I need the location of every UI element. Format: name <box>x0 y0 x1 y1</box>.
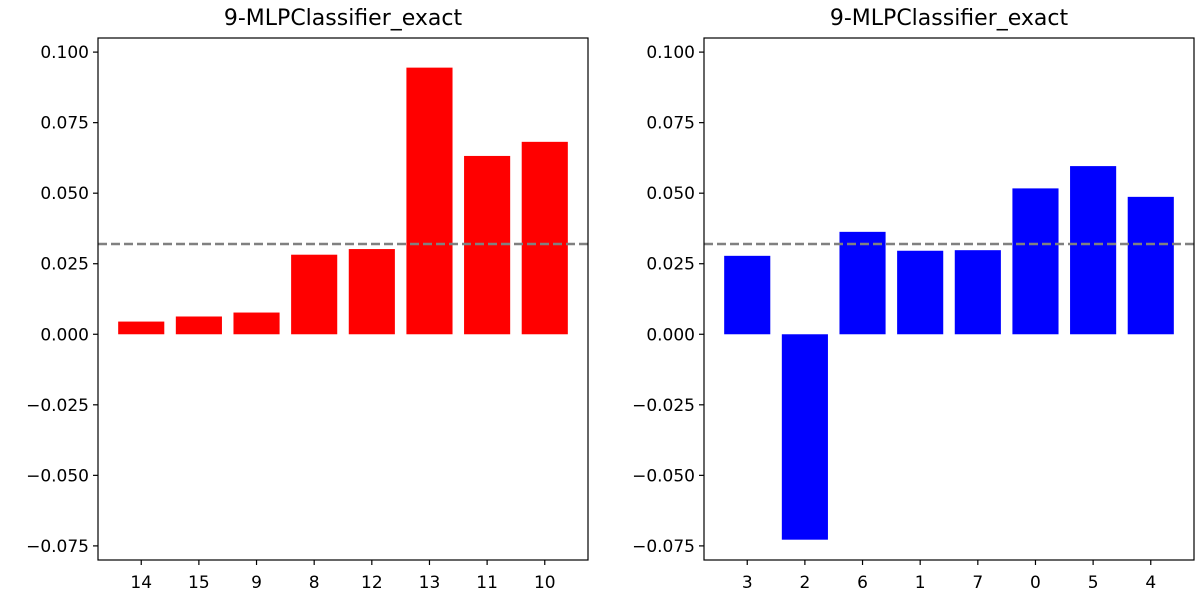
x-tick-label: 0 <box>1030 573 1041 593</box>
bar-5 <box>1070 166 1117 335</box>
x-tick-label: 10 <box>534 573 556 593</box>
y-tick-label: 0.100 <box>646 43 695 63</box>
bar-7 <box>954 250 1001 335</box>
bar-4 <box>1127 196 1174 335</box>
y-tick-label: 0.075 <box>40 114 89 134</box>
y-tick-label: 0.025 <box>646 255 695 275</box>
chart-left: −0.075 −0.050 −0.025 0.000 0.025 0.050 0.075 0.… <box>26 6 589 593</box>
axes-frame <box>703 37 1195 561</box>
y-tick-label: 0.000 <box>40 325 89 345</box>
y-tick-label: −0.025 <box>26 396 89 416</box>
x-tick-label: 12 <box>361 573 383 593</box>
x-tick-label: 4 <box>1145 573 1156 593</box>
x-tick-label: 9 <box>251 573 262 593</box>
x-tick-label: 14 <box>130 573 152 593</box>
x-tick-label: 15 <box>188 573 210 593</box>
x-tick-label: 5 <box>1088 573 1099 593</box>
bar-3 <box>724 255 771 335</box>
bar-8 <box>291 254 338 335</box>
x-tick-label: 6 <box>857 573 868 593</box>
x-tick-label: 13 <box>419 573 441 593</box>
x-tick-label: 11 <box>476 573 498 593</box>
bar-0 <box>1012 188 1059 335</box>
y-tick-label: −0.075 <box>26 537 89 557</box>
y-tick-label: 0.075 <box>646 114 695 134</box>
y-tick-label: 0.000 <box>646 325 695 345</box>
x-tick-label: 1 <box>915 573 926 593</box>
bar-10 <box>521 141 568 335</box>
y-tick-label: 0.025 <box>40 255 89 275</box>
bar-13 <box>406 67 453 335</box>
axes-frame <box>97 37 589 561</box>
bar-6 <box>839 231 886 335</box>
chart-right: −0.075 −0.050 −0.025 0.000 0.025 0.050 0.075 0.… <box>632 6 1195 593</box>
bar-15 <box>175 316 222 335</box>
bar-12 <box>348 249 395 335</box>
bar-1 <box>897 250 944 335</box>
y-tick-label: −0.050 <box>26 466 89 486</box>
y-tick-label: 0.050 <box>40 184 89 204</box>
chart-title: 9-MLPClassifier_exact <box>830 6 1069 31</box>
x-tick-label: 8 <box>309 573 320 593</box>
y-tick-label: −0.025 <box>632 396 695 416</box>
bar-2 <box>781 334 828 540</box>
bar-14 <box>118 321 165 335</box>
y-tick-label: 0.050 <box>646 184 695 204</box>
x-tick-label: 7 <box>972 573 983 593</box>
x-tick-label: 2 <box>799 573 810 593</box>
y-tick-label: −0.050 <box>632 466 695 486</box>
y-tick-label: 0.100 <box>40 43 89 63</box>
x-tick-label: 3 <box>742 573 753 593</box>
chart-title: 9-MLPClassifier_exact <box>224 6 463 31</box>
bar-9 <box>233 312 280 335</box>
y-tick-label: −0.075 <box>632 537 695 557</box>
